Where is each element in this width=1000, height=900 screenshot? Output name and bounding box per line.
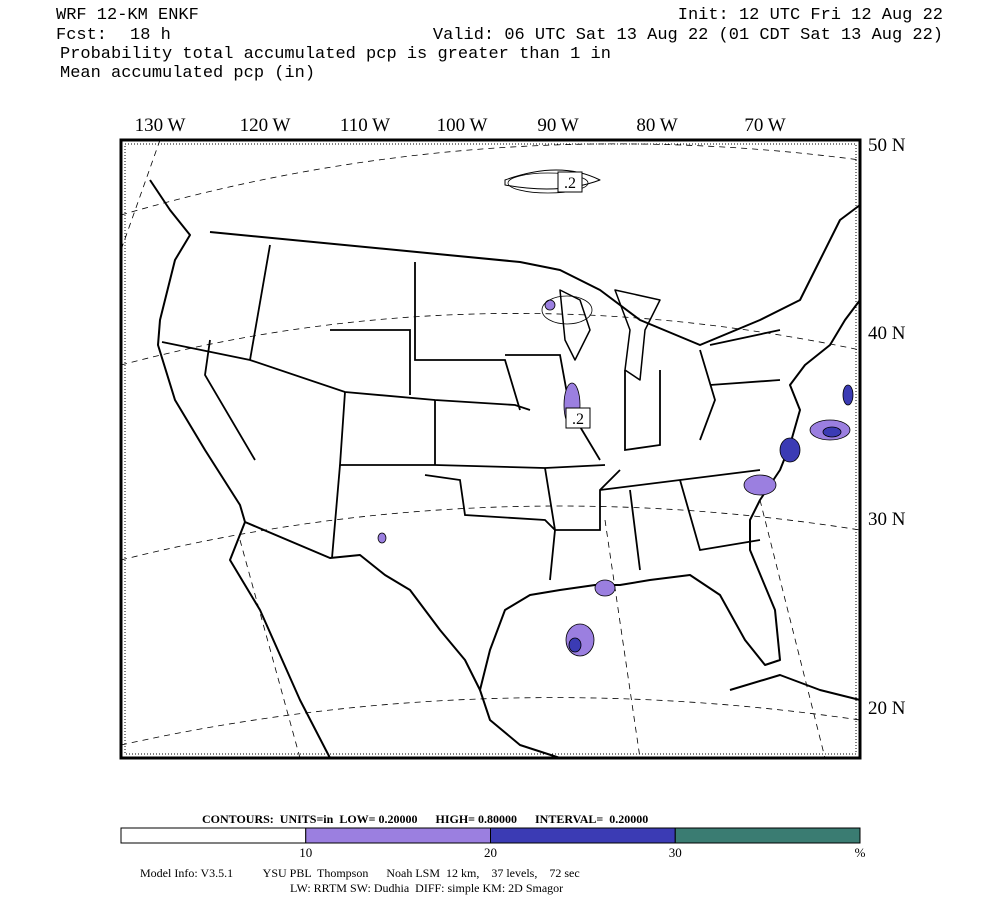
- coastlines: [149, 169, 861, 759]
- physics-info: LW: RRTM SW: Dudhia DIFF: simple KM: 2D …: [290, 881, 563, 895]
- model-info: Model Info: V3.5.1 YSU PBL Thompson Noah…: [140, 866, 580, 880]
- longitude-label: 80 W: [636, 115, 677, 136]
- fcst-label: Fcst:: [56, 26, 107, 45]
- contour-label-box: [565, 407, 591, 429]
- latitude-label: 40 N: [868, 323, 906, 344]
- graticule: [120, 139, 861, 759]
- color-bar-label: 30: [669, 845, 682, 860]
- contour-label-box: [557, 171, 583, 193]
- fcst-value: 18 h: [130, 26, 171, 45]
- longitude-label: 110 W: [340, 115, 390, 136]
- map-frame: [119, 138, 862, 760]
- contour-info: CONTOURS: UNITS=in LOW= 0.20000 HIGH= 0.…: [202, 812, 648, 826]
- color-bar-label: 20: [484, 845, 497, 860]
- color-bar-segment: [305, 827, 491, 844]
- latitude-label: 50 N: [868, 135, 906, 156]
- longitude-label: 130 W: [135, 115, 186, 136]
- valid-time: Valid: 06 UTC Sat 13 Aug 22 (01 CDT Sat …: [433, 26, 943, 45]
- contour-label: .2: [572, 411, 584, 428]
- longitude-label: 70 W: [744, 115, 785, 136]
- color-bar-segment: [674, 827, 861, 844]
- model-title: WRF 12-KM ENKF: [56, 6, 199, 25]
- field-desc-2: Mean accumulated pcp (in): [60, 64, 315, 83]
- contour-label: .2: [564, 175, 576, 192]
- longitude-label: 90 W: [537, 115, 578, 136]
- state-borders: [161, 244, 781, 581]
- init-time: Init: 12 UTC Fri 12 Aug 22: [678, 6, 943, 25]
- color-bar: 10 20 30%: [120, 827, 866, 860]
- color-bar-segment: [490, 827, 676, 844]
- longitude-label: 120 W: [240, 115, 291, 136]
- color-bar-label: %: [855, 845, 866, 860]
- field-desc-1: Probability total accumulated pcp is gre…: [60, 45, 611, 64]
- color-bar-label: 10: [299, 845, 312, 860]
- latitude-label: 20 N: [868, 698, 906, 719]
- color-bar-segment: [120, 827, 307, 844]
- latitude-label: 30 N: [868, 509, 906, 530]
- longitude-label: 100 W: [437, 115, 488, 136]
